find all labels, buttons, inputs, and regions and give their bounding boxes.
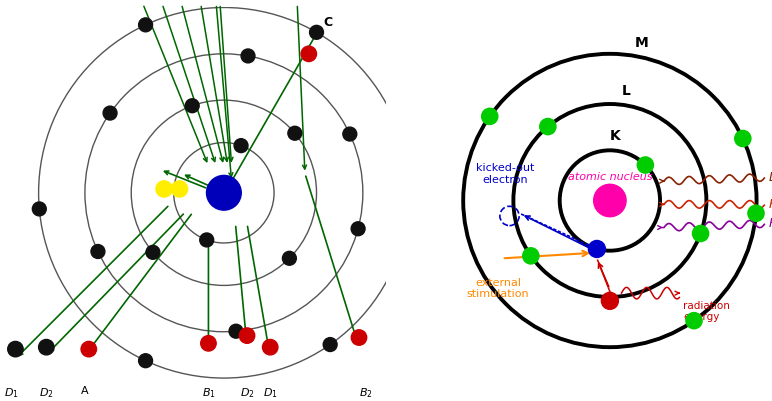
Text: L: L (621, 84, 631, 97)
Circle shape (39, 340, 54, 355)
Circle shape (200, 233, 214, 247)
Circle shape (396, 138, 410, 152)
Circle shape (207, 175, 241, 210)
Circle shape (8, 341, 23, 357)
Text: K: K (610, 129, 621, 143)
Circle shape (171, 181, 188, 197)
Circle shape (283, 251, 296, 265)
Circle shape (81, 341, 96, 357)
Text: $B_2$: $B_2$ (359, 386, 373, 399)
Circle shape (139, 354, 153, 368)
Circle shape (146, 245, 160, 259)
Text: $D_2$: $D_2$ (39, 386, 54, 399)
Circle shape (301, 46, 317, 61)
Circle shape (482, 108, 498, 124)
Text: kicked-out
electron: kicked-out electron (476, 164, 535, 185)
Text: $D_2$: $D_2$ (239, 386, 255, 399)
Circle shape (523, 248, 539, 264)
Text: $D_1$: $D_1$ (4, 386, 19, 399)
Circle shape (262, 340, 278, 355)
Circle shape (139, 18, 153, 32)
Circle shape (594, 184, 626, 217)
Text: A: A (81, 386, 89, 396)
Circle shape (637, 157, 653, 173)
Circle shape (185, 99, 199, 113)
Text: radiation
energy: radiation energy (683, 301, 730, 322)
Circle shape (91, 245, 105, 259)
Circle shape (351, 330, 367, 345)
Circle shape (343, 127, 357, 141)
Text: L$\alpha$: L$\alpha$ (768, 171, 772, 184)
Circle shape (323, 338, 337, 352)
Circle shape (32, 202, 46, 216)
Text: atomic nucleus: atomic nucleus (567, 172, 652, 182)
Circle shape (156, 181, 172, 197)
Text: $D_1$: $D_1$ (262, 386, 278, 399)
Circle shape (241, 49, 255, 63)
Circle shape (692, 225, 709, 242)
Circle shape (234, 139, 248, 152)
Circle shape (601, 292, 618, 309)
Text: $B_1$: $B_1$ (201, 386, 215, 399)
Circle shape (351, 222, 365, 236)
Circle shape (201, 336, 216, 351)
Text: external
stimulation: external stimulation (466, 278, 530, 299)
Circle shape (103, 106, 117, 120)
Circle shape (748, 205, 764, 221)
Text: K$\beta$: K$\beta$ (768, 215, 772, 232)
Circle shape (588, 241, 605, 257)
Text: K$\alpha$: K$\alpha$ (768, 198, 772, 211)
Circle shape (239, 328, 255, 343)
Text: M: M (635, 36, 648, 50)
Circle shape (686, 312, 702, 329)
Circle shape (735, 130, 751, 147)
Circle shape (229, 324, 243, 338)
Text: C: C (323, 16, 333, 29)
Circle shape (310, 25, 323, 39)
Circle shape (288, 126, 302, 140)
Circle shape (540, 118, 556, 135)
